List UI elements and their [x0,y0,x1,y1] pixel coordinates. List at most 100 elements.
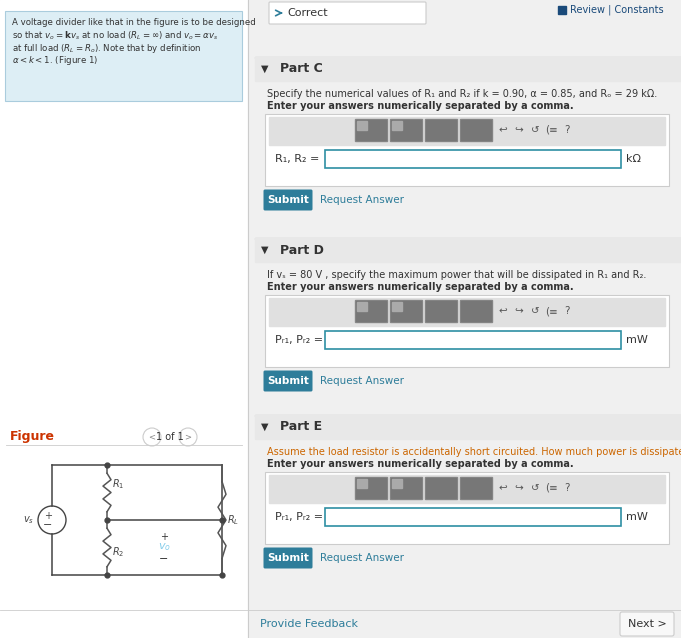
Bar [425,119,457,141]
Text: −: − [159,554,169,564]
Text: $R_1$: $R_1$ [112,478,125,491]
FancyBboxPatch shape [265,472,669,544]
Text: $v_o$: $v_o$ [157,541,170,553]
Bar [255,415,681,439]
Bar [255,238,681,262]
Text: Correct: Correct [287,8,328,18]
Text: Pᵣ₁, Pᵣ₂ =: Pᵣ₁, Pᵣ₂ = [275,335,323,345]
Text: $\alpha < k < 1$. (Figure 1): $\alpha < k < 1$. (Figure 1) [12,54,98,67]
Bar [390,477,422,499]
Bar [0,0,248,638]
Text: Submit: Submit [267,195,309,205]
Text: Assume the load resistor is accidentally short circuited. How much power is diss: Assume the load resistor is accidentally… [267,447,681,457]
Text: Request Answer: Request Answer [320,553,404,563]
Bar [390,119,422,141]
Bar [357,302,367,311]
Bar [391,120,421,140]
Bar [390,300,422,322]
Text: $v_s$: $v_s$ [23,514,34,526]
Text: so that $v_o = \mathbf{k}v_s$ at no load $(R_L = \infty)$ and $v_o = \alpha v_s$: so that $v_o = \mathbf{k}v_s$ at no load… [12,30,219,43]
Bar [248,0,681,638]
Bar [426,478,456,498]
Text: Submit: Submit [267,553,309,563]
FancyBboxPatch shape [265,295,669,367]
Text: mW: mW [626,335,648,345]
Text: ↩: ↩ [498,483,507,493]
Text: ↺: ↺ [530,306,539,316]
Text: Enter your answers numerically separated by a comma.: Enter your answers numerically separated… [267,459,573,469]
Text: $R_L$: $R_L$ [227,513,239,527]
Text: $R_2$: $R_2$ [112,545,125,560]
Bar [269,117,665,145]
Bar [255,415,681,416]
Bar [355,300,387,322]
Bar [357,121,367,130]
Text: Request Answer: Request Answer [320,195,404,205]
Text: Pᵣ₁, Pᵣ₂ =: Pᵣ₁, Pᵣ₂ = [275,512,323,522]
Text: Next >: Next > [628,619,667,629]
FancyBboxPatch shape [620,612,674,636]
Text: ↪: ↪ [515,483,524,493]
Bar [461,478,491,498]
FancyBboxPatch shape [264,189,313,211]
Text: >: > [185,433,191,441]
Text: Provide Feedback: Provide Feedback [260,619,358,629]
Bar [325,150,621,168]
Text: Part C: Part C [280,63,323,75]
Text: at full load $(R_L = R_o)$. Note that by definition: at full load $(R_L = R_o)$. Note that by… [12,42,202,55]
FancyBboxPatch shape [269,2,426,24]
Text: −: − [44,520,52,530]
Text: Request Answer: Request Answer [320,376,404,386]
Text: Part D: Part D [280,244,324,256]
Text: +: + [160,532,168,542]
Bar [325,508,621,526]
Bar [269,298,665,326]
Text: ↩: ↩ [498,125,507,135]
Bar [391,301,421,321]
Bar [355,119,387,141]
Bar [461,120,491,140]
Bar [356,301,386,321]
Bar [356,478,386,498]
Text: R₁, R₂ =: R₁, R₂ = [275,154,319,164]
Bar [255,57,681,58]
Bar [426,301,456,321]
Bar [392,121,402,130]
Bar [460,477,492,499]
Bar [391,478,421,498]
Text: Submit: Submit [267,376,309,386]
Text: (≡: (≡ [545,483,557,493]
Bar [355,477,387,499]
Text: ↩: ↩ [498,306,507,316]
Text: ▼: ▼ [262,422,269,432]
FancyBboxPatch shape [265,114,669,186]
Text: Specify the numerical values of R₁ and R₂ if k = 0.90, α = 0.85, and Rₒ = 29 kΩ.: Specify the numerical values of R₁ and R… [267,89,657,99]
Text: ▼: ▼ [262,64,269,74]
Text: ↺: ↺ [530,483,539,493]
Text: +: + [44,511,52,521]
Text: ?: ? [565,125,570,135]
Text: 1 of 1: 1 of 1 [156,432,184,442]
Text: (≡: (≡ [545,125,557,135]
Text: ?: ? [565,483,570,493]
Text: Review | Constants: Review | Constants [570,4,663,15]
Text: ▼: ▼ [262,245,269,255]
Bar [269,475,665,503]
Text: ↪: ↪ [515,125,524,135]
FancyBboxPatch shape [264,547,313,568]
Text: Figure: Figure [10,430,55,443]
Bar [425,477,457,499]
Bar [461,301,491,321]
Bar [392,479,402,488]
Text: ?: ? [565,306,570,316]
Bar [255,57,681,81]
Text: A voltage divider like that in the figure is to be designed: A voltage divider like that in the figur… [12,18,256,27]
FancyBboxPatch shape [264,371,313,392]
Text: (≡: (≡ [545,306,557,316]
Bar [460,300,492,322]
Bar [426,120,456,140]
Text: Enter your answers numerically separated by a comma.: Enter your answers numerically separated… [267,101,573,111]
Text: <: < [148,433,155,441]
Text: mW: mW [626,512,648,522]
Text: ↺: ↺ [530,125,539,135]
